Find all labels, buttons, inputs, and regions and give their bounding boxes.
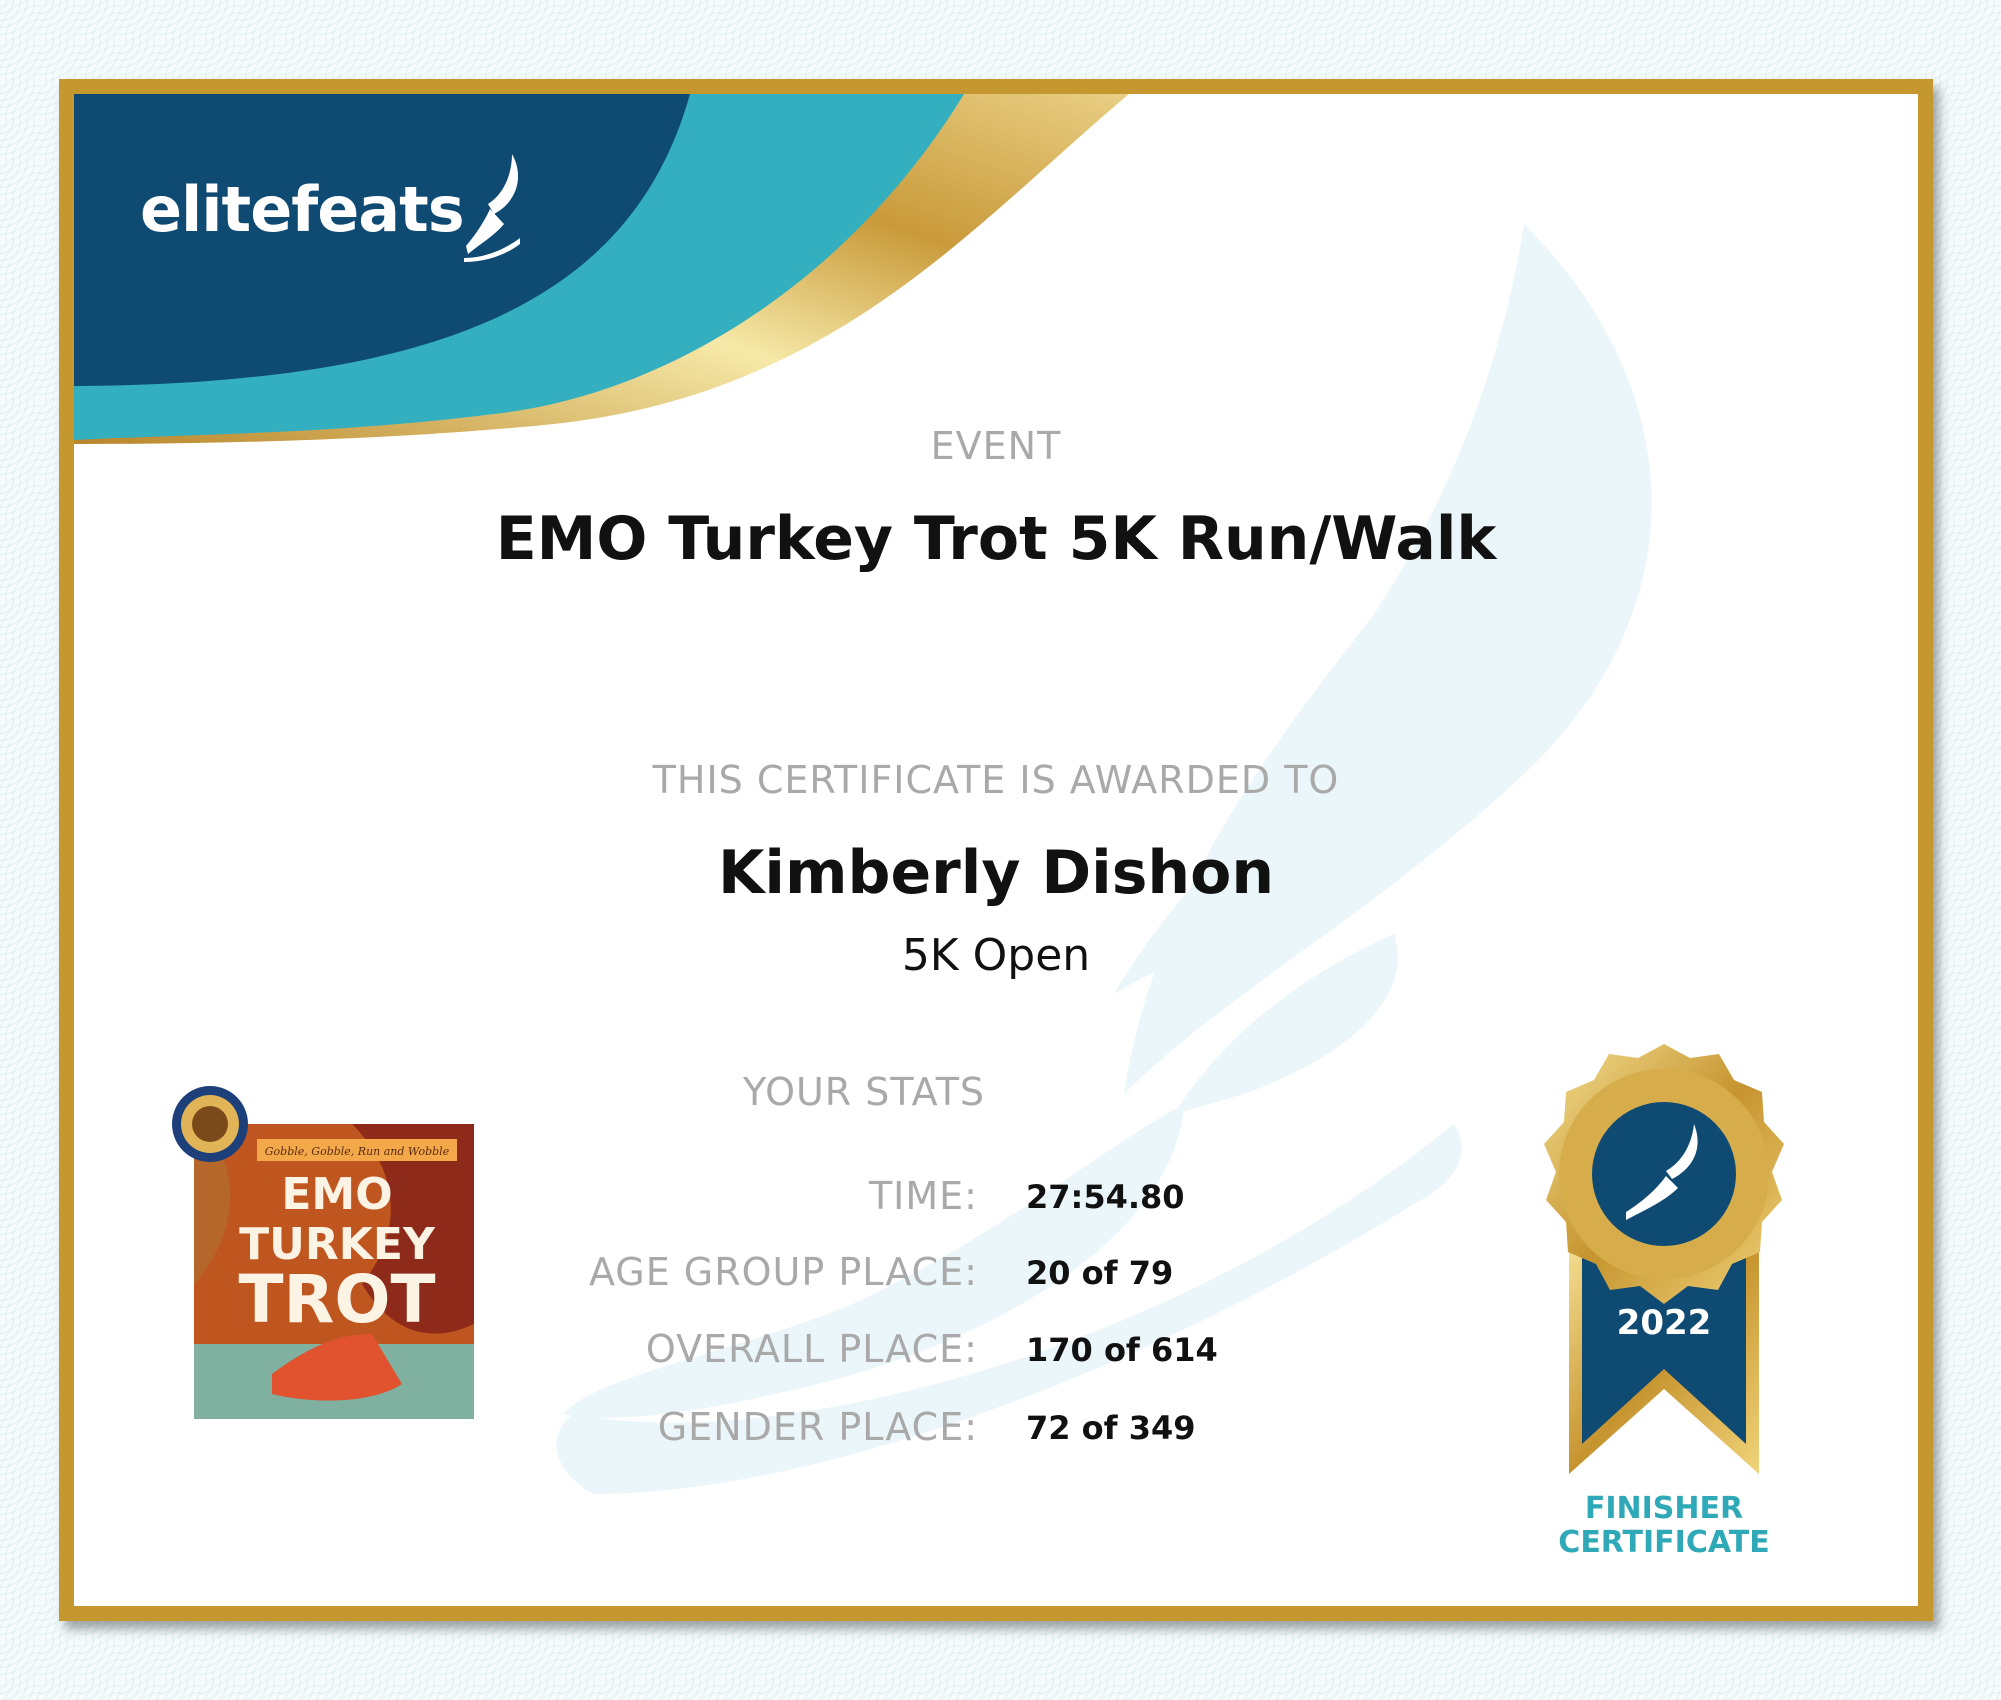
stats-label: YOUR STATS [742,1070,986,1114]
winged-foot-icon [1626,1124,1698,1220]
award-label: THIS CERTIFICATE IS AWARDED TO [652,758,1340,802]
stat-row-time: TIME: 27:54.80 [868,1174,1185,1218]
svg-text:2022: 2022 [1617,1303,1712,1343]
recipient-name: Kimberly Dishon [717,838,1275,908]
finisher-ribbon-badge: 2022 [1544,1044,1784,1474]
stat-row-overall: OVERALL PLACE: 170 of 614 [645,1327,1218,1371]
event-logo: Gobble, Gobble, Run and Wobble EMO TURKE… [172,1086,474,1419]
event-name: EMO Turkey Trot 5K Run/Walk [495,504,1497,574]
winged-foot-logo-icon [463,154,520,262]
svg-text:EMO: EMO [281,1169,392,1220]
svg-text:TURKEY: TURKEY [239,1219,436,1270]
svg-text:TROT: TROT [239,1261,436,1338]
elitefeats-logo: elitefeats [140,154,524,264]
event-label: EVENT [930,424,1062,468]
stat-row-gender: GENDER PLACE: 72 of 349 [657,1405,1196,1449]
stat-row-age-group: AGE GROUP PLACE: 20 of 79 [588,1250,1174,1294]
svg-text:Gobble, Gobble, Run and Wobble: Gobble, Gobble, Run and Wobble [265,1145,450,1158]
empta-seal-icon [172,1086,248,1162]
certificate-frame: elitefeats EVENT EMO Turkey Trot 5K Run/… [59,79,1933,1621]
division: 5K Open [901,930,1091,981]
badge-line-certificate: CERTIFICATE [1558,1525,1770,1560]
header-swoosh [74,94,1129,444]
winged-foot-watermark-icon [556,224,1652,1494]
badge-line-finisher: FINISHER [1584,1491,1744,1526]
